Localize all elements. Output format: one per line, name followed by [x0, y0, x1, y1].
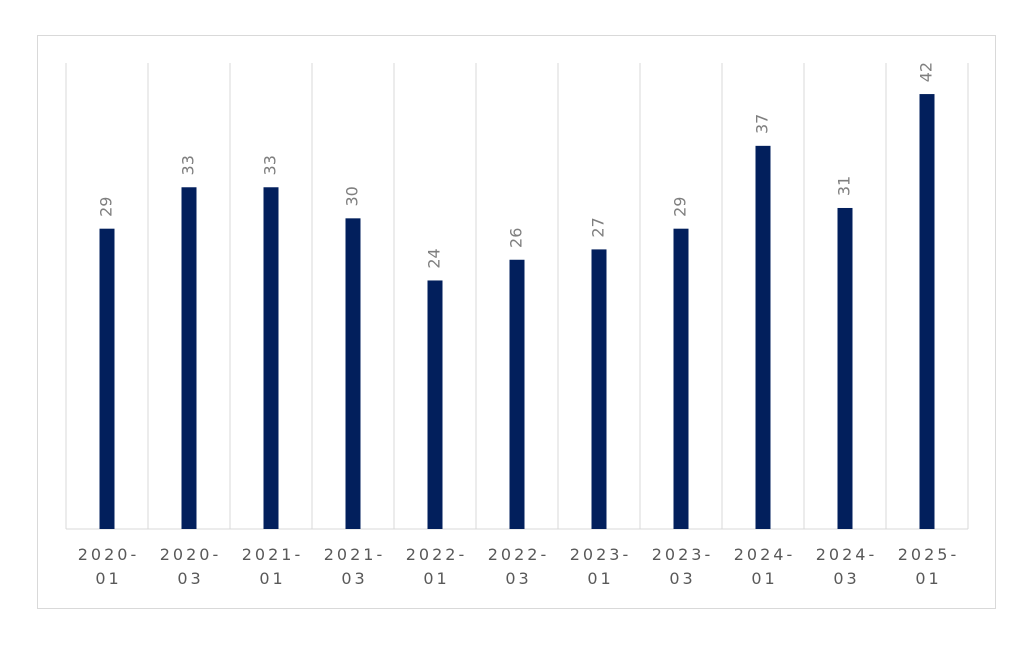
x-tick-label: 2025-01 [897, 545, 960, 588]
bar [837, 207, 853, 529]
bar [673, 228, 689, 529]
value-label: 29 [97, 197, 116, 217]
value-label: 26 [507, 228, 526, 248]
value-label: 37 [753, 114, 772, 134]
value-label: 27 [589, 217, 608, 237]
bar [181, 187, 197, 529]
bar [919, 94, 935, 530]
x-tick-label: 2021-01 [241, 545, 304, 588]
bar [509, 259, 525, 529]
x-tick-label: 2020-03 [159, 545, 222, 588]
value-label: 31 [835, 176, 854, 196]
value-label: 33 [261, 155, 280, 175]
value-label: 24 [425, 248, 444, 268]
value-label: 29 [671, 197, 690, 217]
bar [345, 218, 361, 530]
x-tick-label: 2023-01 [569, 545, 632, 588]
bar [591, 249, 607, 529]
bar [263, 187, 279, 529]
value-label: 33 [179, 155, 198, 175]
x-tick-label: 2021-03 [323, 545, 386, 588]
value-label: 42 [917, 62, 936, 82]
x-tick-label: 2020-01 [77, 545, 140, 588]
chart-frame [37, 35, 996, 609]
x-tick-label: 2024-03 [815, 545, 878, 588]
bar [755, 145, 771, 529]
x-tick-label: 2024-01 [733, 545, 796, 588]
value-label: 30 [343, 186, 362, 206]
bar [427, 280, 443, 529]
x-tick-label: 2022-01 [405, 545, 468, 588]
bar [99, 228, 115, 529]
x-tick-label: 2023-03 [651, 545, 714, 588]
x-tick-label: 2022-03 [487, 545, 550, 588]
